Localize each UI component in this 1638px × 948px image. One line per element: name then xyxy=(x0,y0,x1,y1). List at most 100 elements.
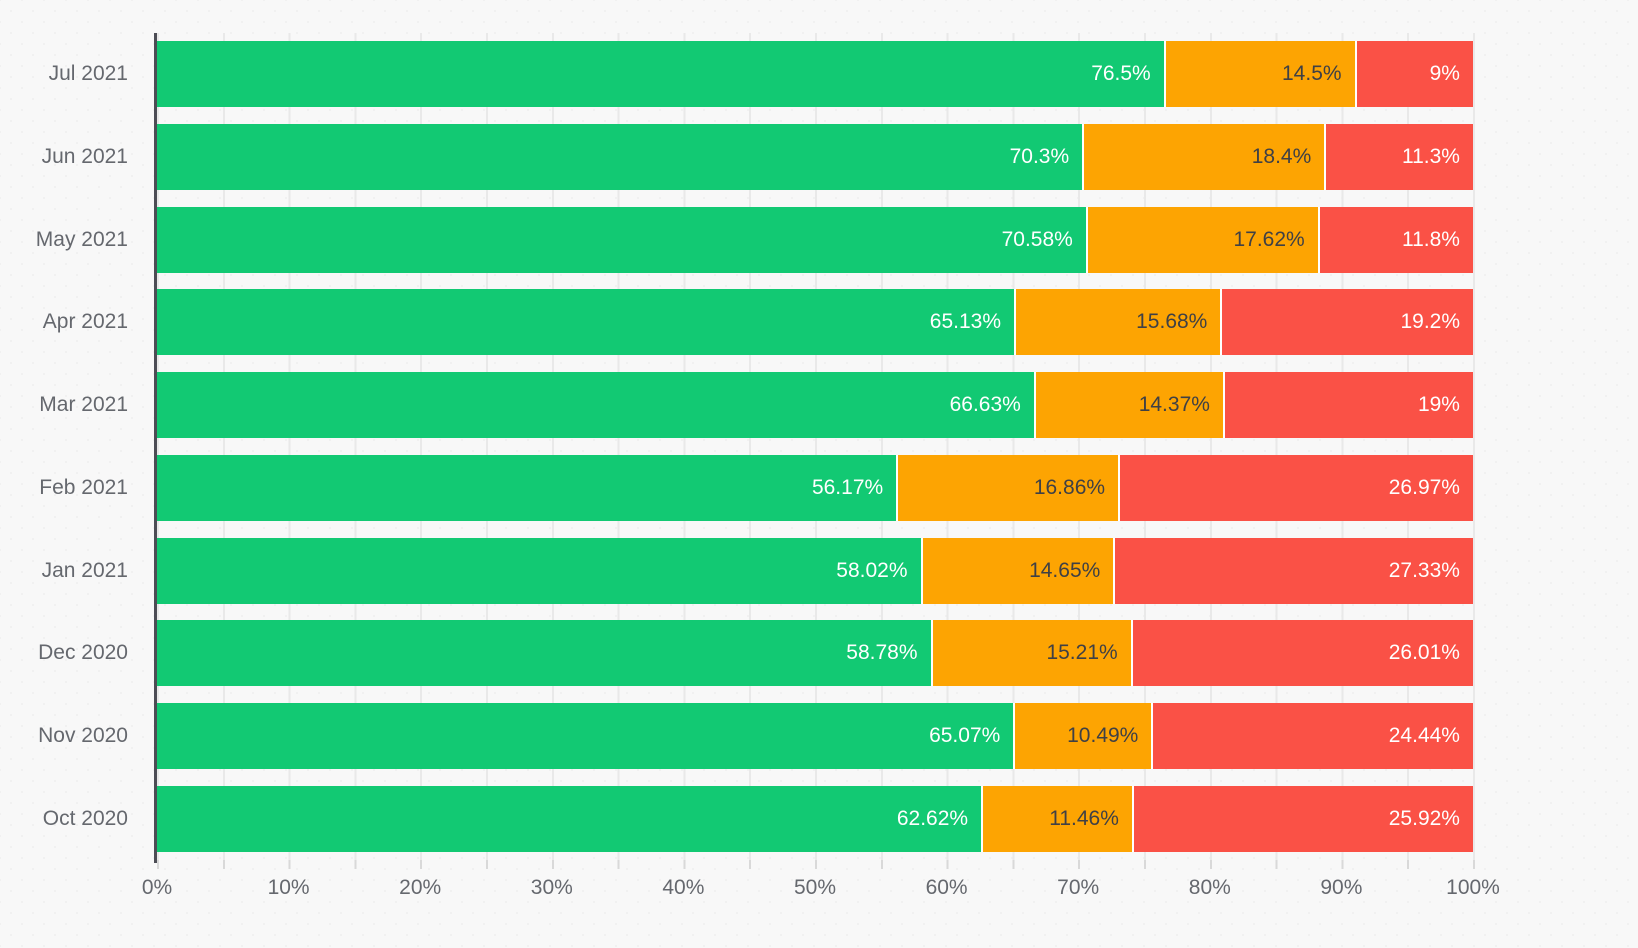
bar-segment-value: 19% xyxy=(1417,393,1460,417)
x-axis-tick-label: 40% xyxy=(662,876,705,899)
stacked-bar: 58.78% 15.21% 26.01% xyxy=(157,620,1473,687)
bar-segment-orange[interactable]: 10.49% xyxy=(1013,702,1152,769)
bar-segment-orange[interactable]: 14.37% xyxy=(1033,372,1223,439)
bar-segment-green[interactable]: 58.02% xyxy=(157,537,921,604)
category-label: Mar 2021 xyxy=(39,393,128,417)
bar-row: 58.78% 15.21% 26.01% xyxy=(157,612,1473,695)
bar-segment-value: 27.33% xyxy=(1388,558,1460,582)
bar-segment-value: 65.07% xyxy=(929,723,1001,747)
bar-segment-red[interactable]: 11.8% xyxy=(1317,206,1473,273)
bar-segment-orange[interactable]: 11.46% xyxy=(981,785,1132,852)
bar-segment-value: 19.2% xyxy=(1400,310,1461,334)
bar-segment-green[interactable]: 58.78% xyxy=(157,620,931,687)
bar-segment-value: 24.44% xyxy=(1388,723,1460,747)
bar-segment-green[interactable]: 70.58% xyxy=(157,206,1086,273)
category-label: Nov 2020 xyxy=(38,723,128,747)
bar-segment-red[interactable]: 25.92% xyxy=(1131,785,1473,852)
bar-segment-green[interactable]: 70.3% xyxy=(157,124,1083,191)
bar-segment-value: 70.3% xyxy=(1009,145,1070,169)
bars-area: 76.5% 14.5% 9% 70.3% 18.4% 11.3% 70.58% 17.62% 1… xyxy=(157,33,1474,860)
bar-segment-value: 58.02% xyxy=(836,558,908,582)
x-axis-tick-label: 100% xyxy=(1446,876,1500,899)
x-axis-tick-label: 0% xyxy=(141,876,173,899)
bar-segment-green[interactable]: 56.17% xyxy=(157,454,897,521)
stacked-bar: 70.3% 18.4% 11.3% xyxy=(157,124,1473,191)
bar-row: 62.62% 11.46% 25.92% xyxy=(157,777,1473,860)
x-axis-tick-label: 20% xyxy=(399,876,442,899)
category-label: Jul 2021 xyxy=(48,62,128,86)
category-axis-labels: Jul 2021 Jun 2021 May 2021 Apr 2021 Mar 2021… xyxy=(0,33,128,860)
x-axis-tick-label: 80% xyxy=(1188,876,1231,899)
bar-segment-value: 70.58% xyxy=(1001,227,1073,251)
bar-segment-value: 11.8% xyxy=(1401,227,1460,251)
bar-segment-green[interactable]: 65.13% xyxy=(157,289,1015,356)
bar-segment-red[interactable]: 9% xyxy=(1354,41,1473,108)
stacked-bar: 65.07% 10.49% 24.44% xyxy=(157,702,1473,769)
x-axis-tick-label: 50% xyxy=(793,876,837,899)
bar-segment-green[interactable]: 62.62% xyxy=(157,785,982,852)
bar-segment-red[interactable]: 11.3% xyxy=(1324,124,1473,191)
x-axis-tick-label: 90% xyxy=(1320,876,1363,899)
x-axis-tick-label: 10% xyxy=(267,876,310,899)
stacked-bar: 70.58% 17.62% 11.8% xyxy=(157,206,1473,273)
bar-segment-orange[interactable]: 14.65% xyxy=(920,537,1114,604)
bar-segment-red[interactable]: 26.97% xyxy=(1118,454,1473,521)
bar-row: 66.63% 14.37% 19% xyxy=(157,364,1473,447)
x-axis-ticks xyxy=(157,860,1475,869)
x-axis-tick-label: 70% xyxy=(1057,876,1100,899)
category-label: Feb 2021 xyxy=(39,475,128,499)
bar-segment-value: 11.46% xyxy=(1049,806,1119,830)
bar-segment-red[interactable]: 19.2% xyxy=(1220,289,1474,356)
stacked-bar: 66.63% 14.37% 19% xyxy=(157,372,1473,439)
category-label: Dec 2020 xyxy=(38,641,128,665)
bar-segment-red[interactable]: 26.01% xyxy=(1130,620,1473,687)
x-axis-tick-label: 60% xyxy=(925,876,968,899)
bar-segment-value: 18.4% xyxy=(1251,145,1312,169)
category-label: May 2021 xyxy=(35,227,128,251)
bar-row: 65.07% 10.49% 24.44% xyxy=(157,695,1473,778)
bar-segment-orange[interactable]: 17.62% xyxy=(1085,206,1318,273)
stacked-bar: 56.17% 16.86% 26.97% xyxy=(157,454,1473,521)
bar-segment-value: 26.97% xyxy=(1388,475,1460,499)
bar-segment-value: 66.63% xyxy=(949,393,1021,417)
bar-segment-orange[interactable]: 14.5% xyxy=(1163,41,1355,108)
bar-row: 58.02% 14.65% 27.33% xyxy=(157,529,1473,612)
bar-segment-value: 16.86% xyxy=(1033,475,1106,499)
bar-segment-value: 15.68% xyxy=(1136,310,1208,334)
category-label: Jan 2021 xyxy=(41,558,128,582)
bar-segment-value: 15.21% xyxy=(1046,641,1118,665)
bar-segment-orange[interactable]: 18.4% xyxy=(1082,124,1325,191)
bar-segment-red[interactable]: 24.44% xyxy=(1151,702,1473,769)
bar-segment-orange[interactable]: 15.68% xyxy=(1014,289,1221,356)
bar-segment-red[interactable]: 19% xyxy=(1222,372,1473,439)
plot-area: 76.5% 14.5% 9% 70.3% 18.4% 11.3% 70.58% 17.62% 1… xyxy=(154,33,1475,863)
bar-segment-value: 11.3% xyxy=(1401,145,1460,169)
bar-segment-value: 10.49% xyxy=(1067,723,1139,747)
bar-row: 70.58% 17.62% 11.8% xyxy=(157,198,1473,281)
bar-segment-orange[interactable]: 16.86% xyxy=(896,454,1119,521)
bar-row: 56.17% 16.86% 26.97% xyxy=(157,447,1473,530)
bar-segment-green[interactable]: 66.63% xyxy=(157,372,1034,439)
bar-segment-value: 25.92% xyxy=(1388,806,1460,830)
bar-segment-red[interactable]: 27.33% xyxy=(1113,537,1473,604)
x-axis-labels: 0% 10% 20% 30% 40% 50% 60% 70% 80% 90% 100% xyxy=(142,876,1500,906)
category-axis-line xyxy=(154,33,157,863)
bar-segment-value: 62.62% xyxy=(896,806,969,830)
stacked-bar: 65.13% 15.68% 19.2% xyxy=(157,289,1474,356)
bar-segment-value: 14.65% xyxy=(1029,558,1101,582)
bar-row: 70.3% 18.4% 11.3% xyxy=(157,116,1473,199)
bar-segment-orange[interactable]: 15.21% xyxy=(930,620,1131,687)
stacked-bar: 58.02% 14.65% 27.33% xyxy=(157,537,1473,604)
bar-segment-value: 14.37% xyxy=(1138,393,1210,417)
category-label: Jun 2021 xyxy=(41,145,128,169)
bar-segment-value: 26.01% xyxy=(1388,641,1460,665)
bar-segment-green[interactable]: 65.07% xyxy=(157,702,1014,769)
category-label: Oct 2020 xyxy=(42,806,128,830)
bar-segment-value: 17.62% xyxy=(1233,227,1305,251)
bar-segment-green[interactable]: 76.5% xyxy=(157,41,1164,108)
bar-row: 76.5% 14.5% 9% xyxy=(157,33,1473,116)
category-label: Apr 2021 xyxy=(42,310,128,334)
bar-segment-value: 65.13% xyxy=(929,310,1002,334)
bar-segment-value: 56.17% xyxy=(811,475,884,499)
